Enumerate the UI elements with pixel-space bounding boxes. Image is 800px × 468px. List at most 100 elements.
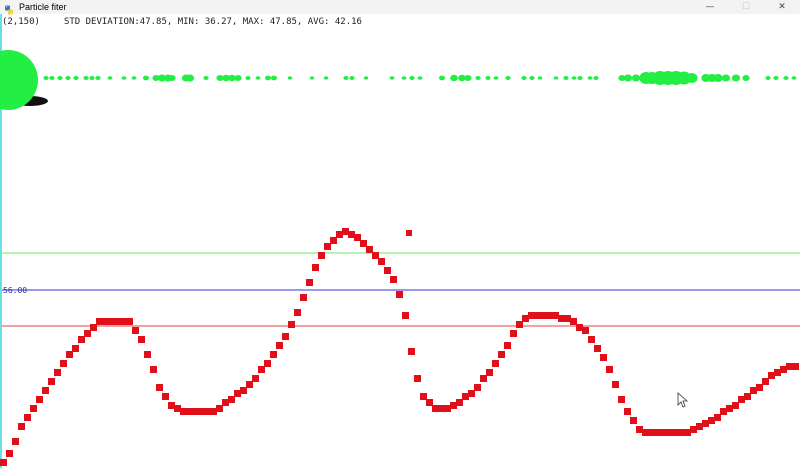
terrain-block	[306, 279, 313, 286]
terrain-block	[678, 429, 685, 436]
terrain-block	[714, 414, 721, 421]
terrain-block	[756, 384, 763, 391]
mouse-pointer-icon	[677, 392, 689, 408]
minimize-button[interactable]: —	[705, 2, 715, 12]
terrain-block	[552, 312, 559, 319]
terrain-block	[354, 234, 361, 241]
terrain-block	[288, 321, 295, 328]
particle	[131, 76, 137, 80]
terrain-block	[558, 315, 565, 322]
close-button[interactable]: ✕	[778, 2, 786, 12]
particle	[89, 76, 95, 80]
terrain-block	[780, 366, 787, 373]
particle	[464, 75, 472, 81]
terrain-block	[462, 393, 469, 400]
particle	[721, 74, 731, 82]
particle	[587, 76, 593, 80]
particle	[107, 76, 113, 80]
particle	[417, 76, 423, 80]
terrain-block	[342, 228, 349, 235]
terrain-block	[546, 312, 553, 319]
terrain-block	[738, 396, 745, 403]
particle	[152, 75, 160, 81]
terrain-block	[270, 351, 277, 358]
terrain-block	[48, 378, 55, 385]
particle	[143, 75, 149, 81]
terrain-block	[522, 315, 529, 322]
particle	[593, 76, 599, 80]
particle	[65, 76, 71, 80]
terrain-block	[480, 375, 487, 382]
terrain-block	[606, 366, 613, 373]
terrain-block	[66, 351, 73, 358]
terrain-block	[396, 291, 403, 298]
terrain-block	[108, 318, 115, 325]
terrain-block	[6, 450, 13, 457]
terrain-block	[126, 318, 133, 325]
particle	[742, 75, 750, 81]
terrain-block	[156, 384, 163, 391]
particle	[765, 76, 771, 80]
terrain-block	[366, 246, 373, 253]
terrain-block	[576, 324, 583, 331]
terrain-block	[768, 372, 775, 379]
terrain-block	[60, 360, 67, 367]
title-bar[interactable]: Particle fiter — ☐ ✕	[0, 0, 800, 15]
particle	[485, 76, 491, 80]
particle	[571, 76, 577, 80]
terrain-block	[264, 360, 271, 367]
terrain-block	[492, 360, 499, 367]
particle	[245, 76, 251, 80]
terrain-block	[30, 405, 37, 412]
particle	[363, 76, 369, 80]
terrain-block	[636, 426, 643, 433]
terrain-block	[348, 231, 355, 238]
terrain-block	[36, 396, 43, 403]
terrain-block	[690, 426, 697, 433]
terrain-block	[504, 342, 511, 349]
terrain-block	[372, 252, 379, 259]
terrain-block	[324, 243, 331, 250]
particle	[731, 74, 741, 82]
particle	[43, 76, 49, 80]
terrain-block	[726, 405, 733, 412]
terrain-block	[762, 378, 769, 385]
terrain-block	[432, 405, 439, 412]
terrain-block	[318, 252, 325, 259]
terrain-block	[144, 351, 151, 358]
terrain-block	[330, 237, 337, 244]
particle	[553, 76, 559, 80]
particle	[157, 74, 167, 82]
terrain-block	[204, 408, 211, 415]
window-controls: — ☐ ✕	[692, 0, 800, 14]
terrain-block	[570, 318, 577, 325]
particle	[271, 75, 277, 81]
terrain-block	[792, 363, 799, 370]
maximize-button[interactable]: ☐	[741, 2, 751, 12]
particle	[255, 76, 261, 80]
terrain-block	[624, 408, 631, 415]
terrain-block	[120, 318, 127, 325]
terrain-block	[486, 369, 493, 376]
particle	[618, 75, 626, 81]
particle	[493, 76, 499, 80]
terrain-block	[360, 240, 367, 247]
terrain-block	[588, 336, 595, 343]
terrain-block	[282, 333, 289, 340]
terrain-block	[312, 264, 319, 271]
terrain-block	[528, 312, 535, 319]
particle-cloud	[43, 71, 797, 85]
particle	[343, 76, 349, 80]
window-title: Particle fiter	[19, 2, 67, 12]
terrain-block	[732, 402, 739, 409]
terrain-block	[180, 408, 187, 415]
terrain-block	[648, 429, 655, 436]
stats-summary: STD DEVIATION:47.85, MIN: 36.27, MAX: 47…	[63, 17, 362, 27]
terrain-block	[198, 408, 205, 415]
terrain-block	[222, 399, 229, 406]
terrain-block	[786, 363, 793, 370]
terrain-block	[168, 402, 175, 409]
terrain-block	[540, 312, 547, 319]
robot	[0, 50, 48, 110]
